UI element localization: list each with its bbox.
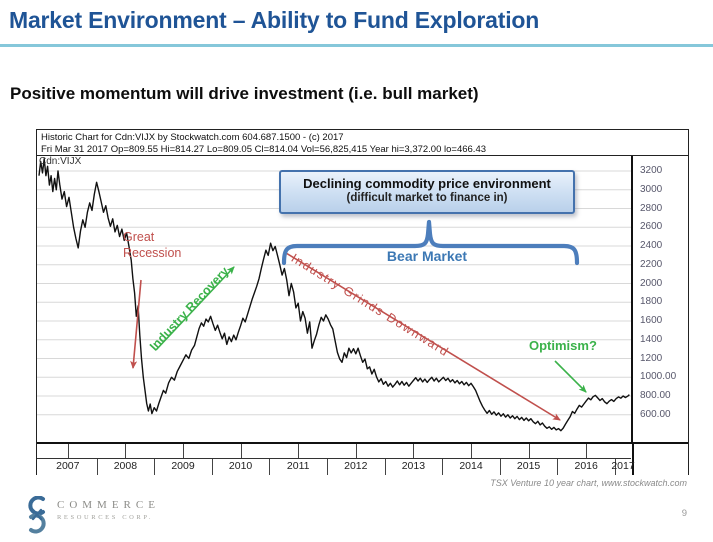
- tick-divider: [154, 459, 156, 475]
- tick-divider: [327, 459, 328, 475]
- tick-divider: [96, 459, 98, 475]
- commerce-resources-logo-icon: [28, 496, 46, 534]
- tick-divider: [269, 459, 271, 475]
- bear-market-brace: [281, 219, 580, 266]
- y-axis: 3200 3000 2800 2600 2400 2200 2000 1800 1600 1400…: [631, 156, 687, 442]
- y-tick-label: 1000.00: [640, 371, 677, 383]
- x-axis: 2007 2008 2009 2010 2011 2012 2013 2014 2015 2016…: [37, 442, 688, 475]
- y-tick-label: 2800: [640, 202, 663, 214]
- tick-divider: [125, 444, 127, 458]
- title-underline: [0, 44, 713, 47]
- axis-corner: [632, 444, 688, 475]
- page-title: Market Environment – Ability to Fund Exp…: [9, 7, 540, 33]
- x-tick-label: 2008: [113, 460, 138, 472]
- x-tick-label: 2011: [286, 460, 310, 472]
- price-line-chart: [37, 158, 631, 432]
- y-tick-label: 2000: [640, 277, 663, 289]
- tick-divider: [528, 444, 530, 458]
- y-tick-label: 1800: [640, 296, 663, 308]
- tick-divider: [384, 459, 386, 475]
- chart-header-line2: Fri Mar 31 2017 Op=809.55 Hi=814.27 Lo=8…: [41, 143, 487, 155]
- tick-divider: [355, 444, 357, 458]
- chart-header-line1: Historic Chart for Cdn:VIJX by Stockwatc…: [41, 132, 344, 143]
- chart-header: Historic Chart for Cdn:VIJX by Stockwatc…: [37, 130, 688, 156]
- tick-divider: [67, 444, 69, 458]
- logo-company-name: COMMERCE: [57, 499, 160, 511]
- x-tick-label: 2009: [171, 460, 195, 472]
- page-number: 9: [681, 508, 687, 519]
- y-tick-label: 2600: [640, 221, 663, 233]
- x-tick-label: 2016: [574, 460, 598, 472]
- y-tick-label: 3200: [640, 165, 663, 176]
- great-recession-arrow: [130, 279, 142, 369]
- y-tick-label: 800.00: [640, 390, 671, 401]
- y-tick-label: 1200: [640, 352, 663, 364]
- x-tick-label: 2015: [516, 460, 541, 472]
- y-tick-label: 1600: [640, 315, 663, 326]
- plot-area: Cdn:VIJX Declining commodity price envir…: [37, 156, 631, 442]
- tick-divider: [442, 459, 444, 475]
- declining-commodity-callout: Declining commodity price environment (d…: [279, 170, 575, 214]
- tick-divider: [615, 459, 616, 475]
- tick-divider: [413, 444, 415, 458]
- ticker-symbol-label: Cdn:VIJX: [39, 156, 82, 167]
- tick-divider: [298, 444, 300, 458]
- tick-divider: [499, 459, 501, 475]
- chart-source-caption: TSX Venture 10 year chart, www.stockwatc…: [490, 478, 687, 488]
- tick-divider: [557, 459, 559, 475]
- optimism-label: Optimism?: [529, 338, 597, 353]
- stock-chart-frame: Historic Chart for Cdn:VIJX by Stockwatc…: [36, 129, 689, 475]
- bear-market-label: Bear Market: [386, 248, 468, 264]
- logo-text: COMMERCE RESOURCES CORP.: [57, 499, 160, 521]
- tick-divider: [471, 444, 472, 458]
- x-tick-label: 2012: [344, 460, 368, 472]
- y-tick-label: 2400: [640, 240, 663, 251]
- x-tick-label: 2010: [228, 460, 253, 472]
- callout-line2: (difficult market to finance in): [346, 192, 508, 204]
- price-line: [38, 158, 630, 432]
- x-tick-label: 2013: [401, 460, 426, 472]
- industry-recovery-arrow: [155, 266, 235, 351]
- great-recession-label: Great Recession: [123, 230, 182, 260]
- x-tick-label: 2017: [611, 460, 635, 472]
- industry-grinds-downward-arrow: [285, 252, 561, 421]
- tick-divider: [211, 459, 213, 475]
- tick-divider: [183, 444, 184, 458]
- y-tick-label: 1400: [640, 333, 663, 345]
- tick-divider: [240, 444, 242, 458]
- y-tick-label: 3000: [640, 183, 663, 195]
- y-tick-label: 2200: [640, 258, 663, 270]
- optimism-arrow: [554, 360, 587, 393]
- x-axis-row-separator: [37, 458, 631, 459]
- company-logo: COMMERCE RESOURCES CORP.: [25, 496, 160, 534]
- callout-line1: Declining commodity price environment: [303, 176, 551, 191]
- logo-company-subname: RESOURCES CORP.: [57, 514, 154, 521]
- tick-divider: [586, 444, 588, 458]
- x-tick-label: 2014: [459, 460, 483, 472]
- chart-body: Cdn:VIJX Declining commodity price envir…: [37, 156, 688, 442]
- slide-subtitle: Positive momentum will drive investment …: [10, 84, 479, 103]
- y-tick-label: 600.00: [640, 408, 671, 420]
- x-tick-label: 2007: [56, 460, 80, 472]
